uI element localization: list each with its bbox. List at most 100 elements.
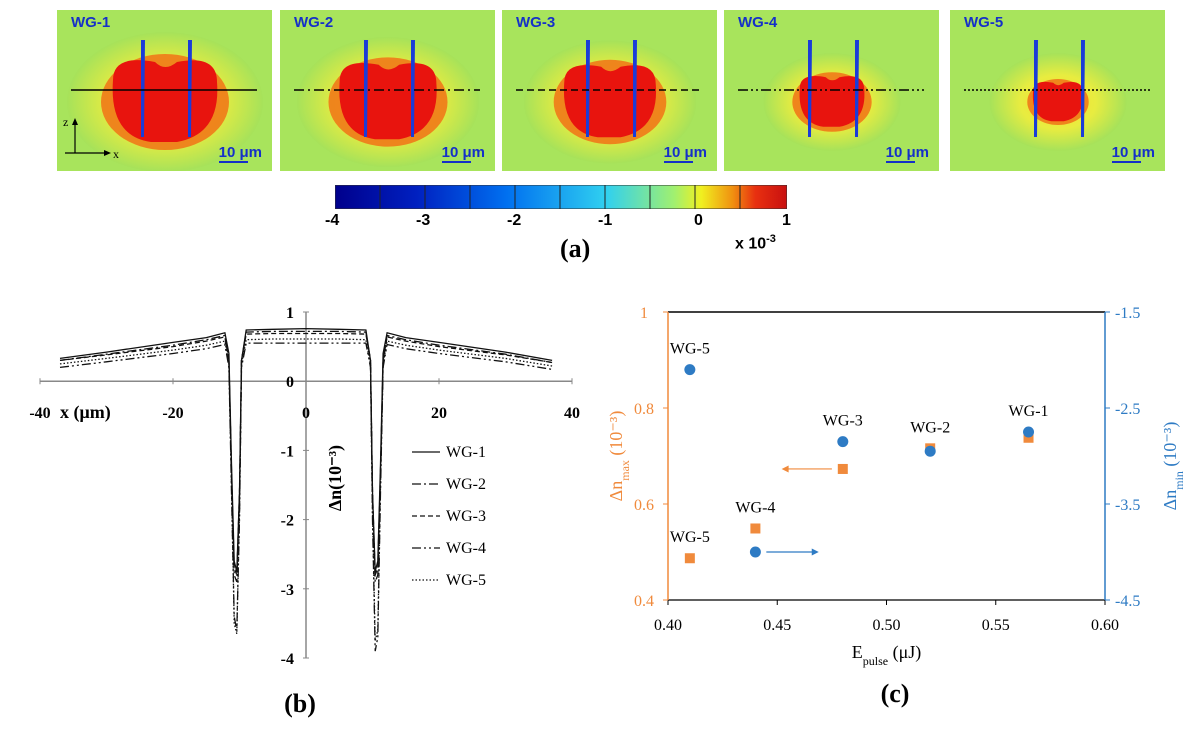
point-annotation: WG-5 xyxy=(670,341,710,358)
colorbar-gradient xyxy=(334,184,788,210)
scale-bar-label: 10 μm xyxy=(663,144,707,161)
right-tick-label: -1.5 xyxy=(1115,305,1140,322)
left-axis-label: Δnmax (10⁻³) xyxy=(606,411,632,502)
legend-label: WG-4 xyxy=(446,540,486,557)
right-tick-label: -2.5 xyxy=(1115,401,1140,418)
panel-c: 0.40 0.45 0.50 0.55 0.60 1 0.8 0.6 0.4 -1.5 -2.5 -3… xyxy=(600,290,1200,728)
right-axis-label: Δnmin (10⁻³) xyxy=(1160,422,1186,511)
scale-bar-label: 10 μm xyxy=(885,144,929,161)
scale-bar-line xyxy=(441,161,471,163)
x-tick-label: -40 xyxy=(29,405,50,422)
scale-bar: 10 μm xyxy=(663,144,707,163)
x-tick-label: 0.55 xyxy=(982,617,1010,634)
point-annotation: WG-3 xyxy=(823,413,863,430)
point-annotation: WG-1 xyxy=(1009,403,1049,420)
panel-a: WG-1 10 μm z x WG-2 10 μm WG-3 10 μm WG-4 10 μm WG… xyxy=(0,0,1200,275)
scale-bar-label: 10 μm xyxy=(218,144,262,161)
scale-bar: 10 μm xyxy=(1111,144,1155,163)
x-tick-label: 0.45 xyxy=(763,617,791,634)
colorbar-tick: -3 xyxy=(416,212,431,229)
axis-x-label: x xyxy=(113,147,119,161)
left-arrow-head-icon xyxy=(781,465,789,473)
point-annotation: WG-5 xyxy=(670,529,710,546)
map-image xyxy=(502,10,717,171)
left-tick-label: 1 xyxy=(640,305,648,322)
y-tick-label: 1 xyxy=(286,305,294,322)
x-tick-label: -20 xyxy=(162,405,183,422)
x-axis-label: Epulse (μJ) xyxy=(852,642,922,668)
x-tick-label: 0.40 xyxy=(654,617,682,634)
max-point xyxy=(837,463,848,474)
map-wg-3: WG-3 10 μm xyxy=(502,10,717,171)
x-tick-label: 0.50 xyxy=(873,617,901,634)
x-tick-label: 0.60 xyxy=(1091,617,1119,634)
map-wg-4: WG-4 10 μm xyxy=(724,10,939,171)
scale-bar: 10 μm xyxy=(218,144,262,163)
legend-label: WG-5 xyxy=(446,572,486,589)
colorbar-tick: -4 xyxy=(325,212,340,229)
colorbar-tick: 0 xyxy=(694,212,703,229)
map-label: WG-1 xyxy=(71,14,111,31)
scale-bar: 10 μm xyxy=(441,144,485,163)
x-axis-label: x (μm) xyxy=(60,402,111,423)
min-point xyxy=(837,436,849,448)
x-tick-label: 20 xyxy=(431,405,447,422)
min-point xyxy=(684,364,696,376)
scale-bar-line xyxy=(218,161,248,163)
hot-region xyxy=(339,63,437,140)
colorbar xyxy=(334,184,788,210)
point-annotation: WG-2 xyxy=(910,419,950,436)
colorbar-tick: -2 xyxy=(507,212,522,229)
map-label: WG-4 xyxy=(738,14,778,31)
x-tick-label: 40 xyxy=(564,405,580,422)
legend-label: WG-3 xyxy=(446,508,486,525)
panel-b: -40 -20 0 20 40 1 0 -1 -2 -3 -4 x (μm) Δn(10⁻³) WG-1 W… xyxy=(0,290,600,728)
colorbar-multiplier: x 10-3 xyxy=(735,233,776,253)
map-label: WG-5 xyxy=(964,14,1004,31)
y-tick-label: -4 xyxy=(281,651,294,668)
series-line-wg-2 xyxy=(59,330,553,583)
series-line-wg-3 xyxy=(59,332,553,576)
scale-bar-line xyxy=(1111,161,1141,163)
series-line-wg-4 xyxy=(59,342,553,652)
map-label: WG-3 xyxy=(516,14,556,31)
y-tick-label: -1 xyxy=(281,443,294,460)
x-tick-label: 0 xyxy=(302,405,310,422)
axes-indicator-icon: zx xyxy=(63,115,119,161)
left-tick-label: 0.8 xyxy=(634,401,654,418)
panel-b-label: (b) xyxy=(284,689,316,718)
map-wg-2: WG-2 10 μm xyxy=(280,10,495,171)
scale-bar-label: 10 μm xyxy=(441,144,485,161)
map-label: WG-2 xyxy=(294,14,334,31)
max-point xyxy=(750,523,761,534)
multiplier-exponent: -3 xyxy=(766,233,776,245)
chart-b: -40 -20 0 20 40 1 0 -1 -2 -3 -4 x (μm) Δn(10⁻³) WG-1 W… xyxy=(29,305,580,718)
axis-z-label: z xyxy=(63,115,68,129)
multiplier-text: x 10 xyxy=(735,235,767,253)
y-tick-label: 0 xyxy=(286,374,294,391)
hot-region xyxy=(112,60,218,142)
map-image xyxy=(280,10,495,171)
y-tick-label: -3 xyxy=(281,582,294,599)
legend-label: WG-1 xyxy=(446,444,486,461)
colorbar-tick: -1 xyxy=(598,212,613,229)
scale-bar-line xyxy=(663,161,693,163)
series-line-wg-1 xyxy=(59,327,553,572)
hot-region xyxy=(1032,81,1084,122)
left-tick-label: 0.4 xyxy=(634,593,654,610)
map-wg-1: WG-1 10 μm z x xyxy=(57,10,272,171)
map-image xyxy=(57,10,272,171)
y-tick-label: -2 xyxy=(281,513,294,530)
chart-c: 0.40 0.45 0.50 0.55 0.60 1 0.8 0.6 0.4 -1.5 -2.5 -3… xyxy=(606,305,1186,708)
point-annotation: WG-4 xyxy=(735,499,775,516)
right-arrow-head-icon xyxy=(811,548,819,556)
max-point xyxy=(1023,432,1034,443)
panel-a-label: (a) xyxy=(560,234,591,263)
map-image xyxy=(724,10,939,171)
right-tick-label: -4.5 xyxy=(1115,593,1140,610)
scale-bar-label: 10 μm xyxy=(1111,144,1155,161)
legend-label: WG-2 xyxy=(446,476,486,493)
map-image xyxy=(950,10,1165,171)
min-point xyxy=(749,546,761,558)
y-axis-label: Δn(10⁻³) xyxy=(325,445,346,511)
